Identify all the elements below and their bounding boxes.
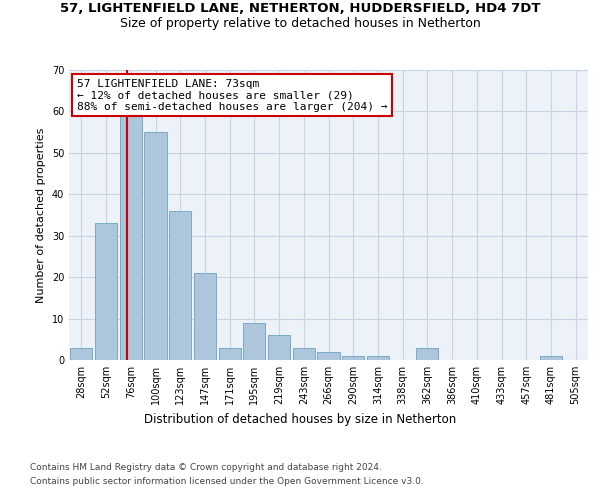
Bar — [169, 211, 191, 360]
Bar — [119, 116, 142, 360]
Text: 57, LIGHTENFIELD LANE, NETHERTON, HUDDERSFIELD, HD4 7DT: 57, LIGHTENFIELD LANE, NETHERTON, HUDDER… — [60, 2, 540, 16]
Bar — [317, 352, 340, 360]
Bar — [194, 273, 216, 360]
Bar — [540, 356, 562, 360]
Bar — [95, 224, 117, 360]
Bar — [342, 356, 364, 360]
Y-axis label: Number of detached properties: Number of detached properties — [36, 128, 46, 302]
Text: Contains public sector information licensed under the Open Government Licence v3: Contains public sector information licen… — [30, 478, 424, 486]
Bar — [243, 322, 265, 360]
Text: Distribution of detached houses by size in Netherton: Distribution of detached houses by size … — [144, 412, 456, 426]
Bar — [367, 356, 389, 360]
Text: Contains HM Land Registry data © Crown copyright and database right 2024.: Contains HM Land Registry data © Crown c… — [30, 462, 382, 471]
Bar — [416, 348, 439, 360]
Bar — [293, 348, 315, 360]
Bar — [70, 348, 92, 360]
Bar — [218, 348, 241, 360]
Text: 57 LIGHTENFIELD LANE: 73sqm
← 12% of detached houses are smaller (29)
88% of sem: 57 LIGHTENFIELD LANE: 73sqm ← 12% of det… — [77, 78, 387, 112]
Text: Size of property relative to detached houses in Netherton: Size of property relative to detached ho… — [119, 18, 481, 30]
Bar — [145, 132, 167, 360]
Bar — [268, 335, 290, 360]
